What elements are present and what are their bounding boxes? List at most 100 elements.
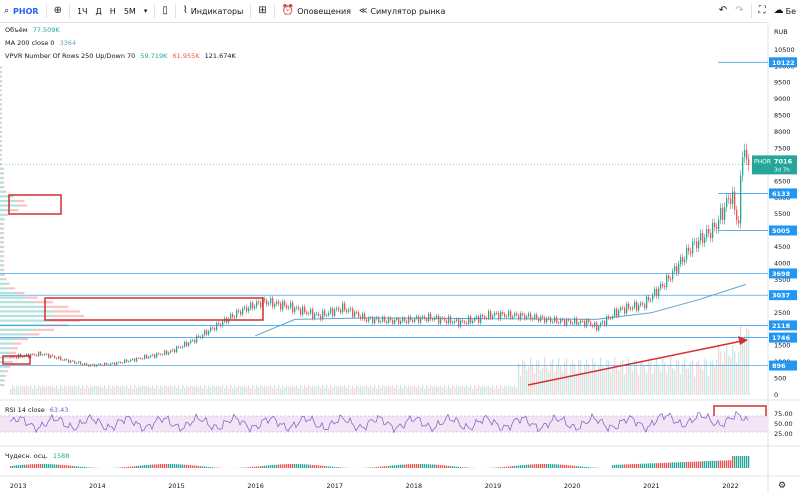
candle-body [474, 318, 475, 320]
candle-body [140, 358, 141, 359]
ao-bar [462, 467, 463, 468]
volume-bar [446, 389, 447, 395]
interval-d[interactable]: Д [92, 0, 106, 22]
ao-bar [622, 465, 623, 468]
y-tick-label: 10500 [774, 46, 795, 54]
indicators-label: Индикаторы [191, 7, 244, 16]
chart-area[interactable]: RUB0500100015002500300035004000450050005… [0, 22, 800, 493]
volume-bar [652, 374, 653, 395]
candle-body [44, 354, 45, 355]
undo-button[interactable]: ↶ [715, 0, 731, 22]
chart-type-button[interactable]: ▯ [158, 0, 172, 22]
layout-button[interactable]: ⊞ [254, 0, 270, 22]
candle-body [596, 323, 597, 331]
volume-bar [186, 385, 187, 395]
vp-bar-up [0, 370, 5, 372]
candle-body [124, 360, 125, 363]
cloud-save-button[interactable]: ☁ Бе [770, 0, 800, 22]
ao-bar [198, 466, 199, 468]
replay-button[interactable]: ≪ Симулятор рынка [355, 0, 449, 22]
vp-bar-down [4, 278, 6, 280]
x-tick-label: 2014 [89, 482, 106, 490]
candle-body [258, 302, 259, 303]
ao-bar [12, 466, 13, 468]
volume-bar [430, 385, 431, 395]
volume-bar [28, 387, 29, 395]
vp-bar-up [0, 71, 1, 73]
volume-bar [442, 388, 443, 395]
level-tag-label: 3037 [772, 292, 790, 300]
volume-bar [370, 385, 371, 395]
candle-body [158, 353, 159, 354]
vpvr-legend-v1: 59.719K [140, 52, 167, 60]
volume-bar [194, 386, 195, 395]
volume-bar [204, 385, 205, 395]
ao-bar [586, 467, 587, 468]
candle-body [330, 308, 331, 312]
compare-button[interactable]: ⊕ [50, 0, 66, 22]
volume-bar [708, 376, 709, 395]
volume-bar [584, 364, 585, 395]
interval-w[interactable]: Н [106, 0, 120, 22]
indicators-button[interactable]: ⌇ Индикаторы [179, 0, 248, 22]
ao-bar [16, 465, 17, 468]
candle-body [424, 317, 425, 319]
vp-bar-down [1, 80, 2, 82]
vpvr-legend[interactable]: VPVR Number Of Rows 250 Up/Down 70 59.71… [5, 52, 236, 60]
vp-bar-up [0, 117, 1, 119]
candle-body [722, 208, 723, 220]
volume-bar [278, 385, 279, 395]
ao-bar [392, 466, 393, 468]
candle-body [174, 350, 175, 353]
ao-bar [728, 460, 729, 468]
alerts-button[interactable]: ⏰ Оповещения [278, 0, 355, 22]
ao-legend[interactable]: Чудесн. осц. 1588 [5, 452, 69, 460]
ao-bar [32, 464, 33, 468]
candle-body [686, 248, 687, 260]
ao-bar [30, 464, 31, 468]
volume-bar [232, 388, 233, 395]
candle-body [62, 360, 63, 361]
candle-body [196, 336, 197, 343]
interval-dropdown[interactable]: ▾ [140, 0, 152, 22]
candle-body [308, 313, 309, 314]
volume-legend[interactable]: Объём 77.509K [5, 26, 60, 34]
rsi-legend[interactable]: RSI 14 close 63.43 [5, 406, 68, 414]
candle-body [106, 363, 107, 365]
ao-bar [164, 464, 165, 468]
vp-bar-down [1, 158, 2, 160]
vp-bar-up [0, 108, 1, 110]
ao-bar [26, 465, 27, 468]
volume-bar [636, 360, 637, 395]
chart-svg[interactable]: RUB0500100015002500300035004000450050005… [0, 22, 800, 493]
volume-bar [124, 387, 125, 395]
vp-bar-up [0, 145, 1, 147]
candle-body [504, 314, 505, 317]
volume-bar [516, 388, 517, 395]
vp-bar-up [0, 218, 3, 220]
vp-bar-up [0, 278, 4, 280]
volume-bar [306, 388, 307, 395]
candle-body [156, 353, 157, 357]
ma-legend[interactable]: MA 200 close 0 3364 [5, 39, 76, 47]
candle-body [670, 279, 671, 280]
level-tag-label: 3698 [772, 270, 791, 278]
interval-1h[interactable]: 1Ч [73, 0, 92, 22]
volume-bar [478, 385, 479, 395]
candle-body [516, 313, 517, 315]
volume-bar [196, 386, 197, 395]
fullscreen-button[interactable]: ⛶ [755, 0, 770, 22]
candle-body [248, 308, 249, 311]
candle-body [100, 364, 101, 365]
candle-body [274, 304, 275, 307]
volume-bar [736, 363, 737, 395]
redo-button[interactable]: ↷ [731, 0, 747, 22]
interval-5m[interactable]: 5М [120, 0, 140, 22]
volume-bar [380, 388, 381, 395]
candle-body [408, 317, 409, 323]
level-tag-label: 896 [772, 362, 786, 370]
vp-bar-up [0, 191, 4, 193]
symbol-search[interactable]: ⌕ PHOR [0, 0, 43, 22]
volume-bar [674, 369, 675, 395]
volume-bar [700, 367, 701, 395]
